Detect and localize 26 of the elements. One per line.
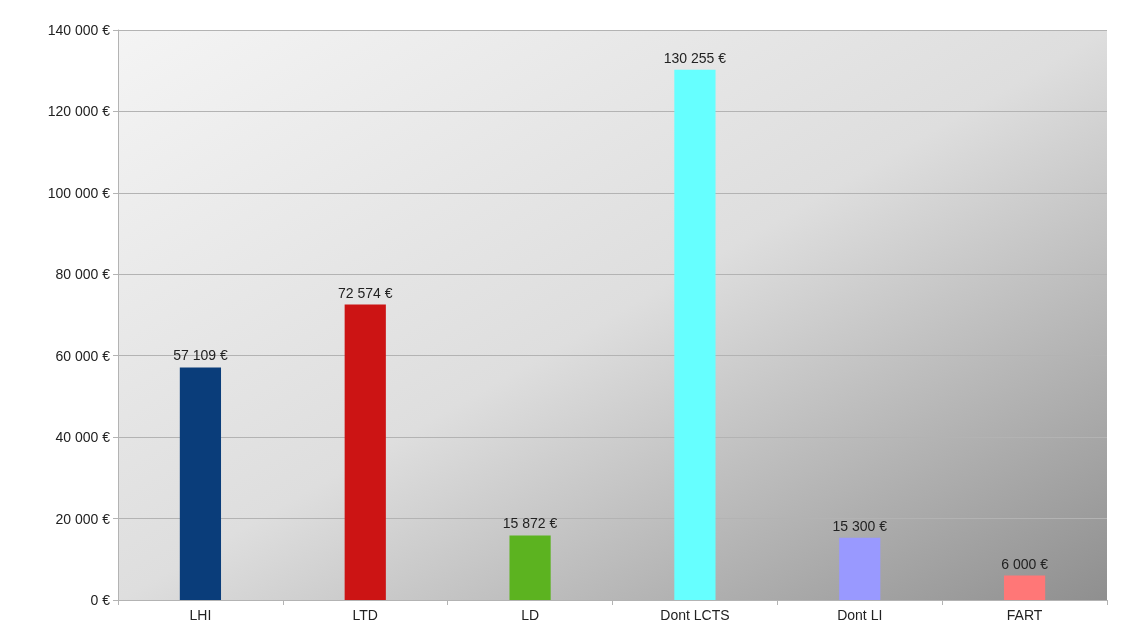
x-tick-label: FART [1006, 607, 1043, 623]
y-tick-label: 20 000 € [55, 510, 111, 527]
y-tick-label: 100 000 € [47, 184, 111, 201]
y-tick-label: 120 000 € [47, 103, 111, 120]
data-label: 15 300 € [832, 517, 888, 534]
bar [839, 537, 881, 600]
data-label: 57 109 € [173, 347, 228, 364]
y-tick-label: 80 000 € [55, 266, 111, 283]
x-tick-label: LHI [189, 607, 212, 623]
bar [509, 535, 551, 600]
data-label: 15 872 € [502, 515, 558, 532]
y-tick-label: 140 000 € [47, 22, 111, 38]
y-tick-label: 0 € [90, 592, 111, 608]
x-tick-label: LD [521, 607, 540, 623]
y-tick-label: 40 000 € [55, 429, 111, 446]
data-label: 130 255 € [663, 49, 727, 66]
x-tick-label: LTD [352, 607, 378, 623]
data-label: 72 574 € [338, 284, 393, 301]
x-tick-label: Dont LI [837, 607, 883, 623]
data-label: 6 000 € [1001, 555, 1049, 572]
bar [344, 304, 386, 600]
bar [1003, 575, 1046, 600]
y-tick-label: 60 000 € [55, 347, 111, 364]
bar [179, 367, 222, 600]
bar [674, 69, 716, 600]
x-tick-label: Dont LCTS [660, 607, 730, 623]
